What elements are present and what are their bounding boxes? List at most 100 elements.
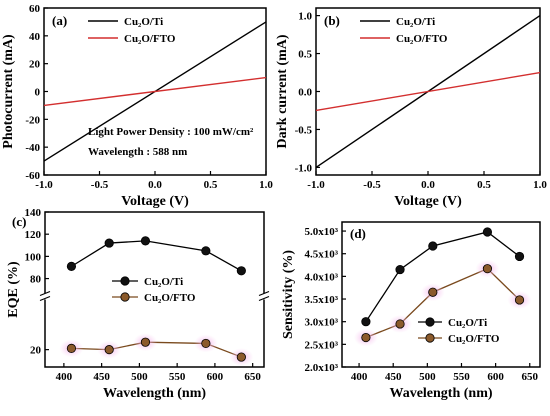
x-tick-label: 600	[207, 371, 224, 383]
data-point	[425, 317, 435, 327]
plot-frame	[44, 211, 265, 368]
y-tick-label: 4.5x10³	[304, 249, 338, 261]
x-tick-label: 1.0	[533, 179, 547, 191]
x-axis-label: Wavelength (nm)	[103, 386, 206, 401]
x-tick-label: 1.0	[259, 179, 273, 191]
x-tick-label: 400	[56, 371, 73, 383]
y-tick-label: 2.0x10³	[304, 362, 338, 374]
data-point	[361, 332, 371, 343]
legend-entry: Cu₂O/Ti	[396, 16, 435, 28]
plot-frame	[341, 221, 541, 368]
axis-break-gap	[260, 293, 268, 300]
x-tick-label: 0.0	[421, 179, 435, 191]
y-axis-label: Photocurrent (mA)	[1, 34, 16, 149]
data-point	[201, 246, 211, 256]
data-point	[66, 261, 77, 271]
x-tick-label: 550	[169, 371, 186, 383]
y-tick-label: 3.0x10³	[304, 317, 338, 329]
data-point	[395, 319, 405, 329]
data-point	[236, 266, 246, 276]
data-point	[482, 227, 493, 237]
series-line	[71, 240, 242, 272]
x-axis-label: Wavelength (nm)	[389, 386, 492, 401]
annotation-text: Light Power Density : 100 mW/cm²	[88, 126, 254, 138]
legend-entry: Cu₂O/FTO	[124, 33, 176, 45]
x-tick-label: 500	[131, 371, 148, 383]
panel-label: (d)	[350, 226, 366, 241]
axis-break-mark	[258, 295, 270, 302]
data-point	[428, 287, 438, 297]
y-tick-label: 140	[25, 207, 42, 219]
axis-break-gap	[41, 293, 49, 300]
y-axis-label: EQE (%)	[6, 261, 21, 318]
y-tick-label: 0.0	[298, 87, 312, 99]
x-tick-label: 500	[419, 371, 436, 383]
data-point	[361, 317, 371, 327]
panel-label: (a)	[52, 13, 67, 28]
x-tick-label: 600	[487, 371, 504, 383]
x-tick-label: 0.5	[477, 179, 491, 191]
x-tick-label: 650	[244, 371, 261, 383]
x-tick-label: 650	[522, 371, 539, 383]
data-point	[395, 264, 405, 275]
y-tick-label: 0	[35, 87, 41, 99]
annotation-text: Wavelength : 588 nm	[88, 146, 187, 158]
data-point	[66, 343, 77, 353]
x-tick-label: 450	[93, 371, 110, 383]
legend-entry: Cu₂O/FTO	[396, 33, 448, 45]
legend-entry: Cu₂O/FTO	[144, 292, 196, 304]
axis-break-mark	[39, 290, 51, 297]
legend-entry: Cu₂O/Ti	[124, 16, 163, 28]
data-point	[236, 352, 246, 362]
y-tick-label: 100	[25, 251, 42, 263]
data-point	[201, 338, 211, 349]
legend-entry: Cu₂O/Ti	[448, 317, 487, 329]
panel-label: (b)	[324, 13, 340, 28]
y-tick-label: 120	[25, 229, 42, 241]
data-point	[482, 264, 493, 274]
y-tick-label: 60	[29, 3, 41, 15]
y-tick-label: 80	[30, 274, 42, 286]
data-point	[140, 236, 151, 246]
data-point	[104, 345, 114, 355]
data-point	[120, 276, 130, 286]
x-tick-label: 0.5	[204, 179, 218, 191]
y-tick-label: 40	[29, 31, 41, 43]
x-tick-label: 0.0	[148, 179, 162, 191]
x-tick-label: 450	[385, 371, 402, 383]
x-tick-label: -0.5	[91, 179, 109, 191]
data-point	[425, 333, 435, 343]
y-tick-label: 5.0x10³	[304, 226, 338, 238]
series-line	[315, 71, 541, 112]
x-tick-label: -0.5	[363, 179, 381, 191]
y-tick-label: -1.0	[295, 162, 313, 174]
legend-entry: Cu₂O/Ti	[144, 276, 183, 288]
series-line	[43, 76, 267, 107]
x-tick-label: 550	[453, 371, 470, 383]
data-point	[428, 241, 438, 251]
y-tick-label: 2.5x10³	[304, 339, 338, 351]
y-tick-label: -0.5	[295, 124, 313, 136]
y-tick-label: -40	[25, 142, 40, 154]
y-tick-label: 0.5	[298, 49, 312, 61]
data-point	[104, 238, 114, 248]
data-point	[120, 292, 130, 302]
x-tick-label: -1.0	[35, 179, 53, 191]
y-tick-label: 1.0	[298, 11, 312, 23]
x-tick-label: -1.0	[307, 179, 325, 191]
x-tick-label: 400	[351, 371, 368, 383]
y-tick-label: 4.0x10³	[304, 271, 338, 283]
y-tick-label: 3.5x10³	[304, 294, 338, 306]
y-tick-label: 20	[30, 345, 42, 357]
x-axis-label: Voltage (V)	[121, 194, 189, 209]
y-tick-label: 20	[29, 59, 41, 71]
y-tick-label: -60	[25, 170, 40, 182]
legend-entry: Cu₂O/FTO	[448, 333, 500, 345]
data-point	[514, 295, 525, 305]
y-axis-label: Dark current (mA)	[275, 34, 290, 148]
data-point	[140, 337, 151, 347]
y-axis-label: Sensitivity (%)	[281, 250, 296, 339]
panel-label: (c)	[12, 214, 26, 229]
axis-break-mark	[39, 295, 51, 302]
